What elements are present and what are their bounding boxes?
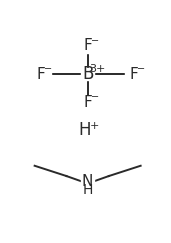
- Text: −: −: [44, 64, 53, 74]
- Text: +: +: [89, 121, 99, 131]
- Bar: [81, 177, 94, 190]
- Text: F: F: [83, 95, 92, 110]
- Text: N: N: [82, 174, 93, 189]
- Text: F: F: [83, 38, 92, 53]
- Bar: [125, 68, 143, 81]
- Text: 3+: 3+: [89, 64, 105, 74]
- Text: F: F: [130, 67, 138, 82]
- Text: −: −: [91, 92, 99, 103]
- Text: B: B: [82, 65, 93, 83]
- Bar: [32, 68, 51, 81]
- Bar: [78, 39, 97, 52]
- Text: F: F: [37, 67, 46, 82]
- Text: H: H: [79, 121, 91, 139]
- Bar: [78, 95, 97, 109]
- Text: H: H: [82, 182, 93, 197]
- Text: −: −: [91, 36, 99, 46]
- Text: −: −: [137, 64, 145, 74]
- Bar: [81, 69, 94, 80]
